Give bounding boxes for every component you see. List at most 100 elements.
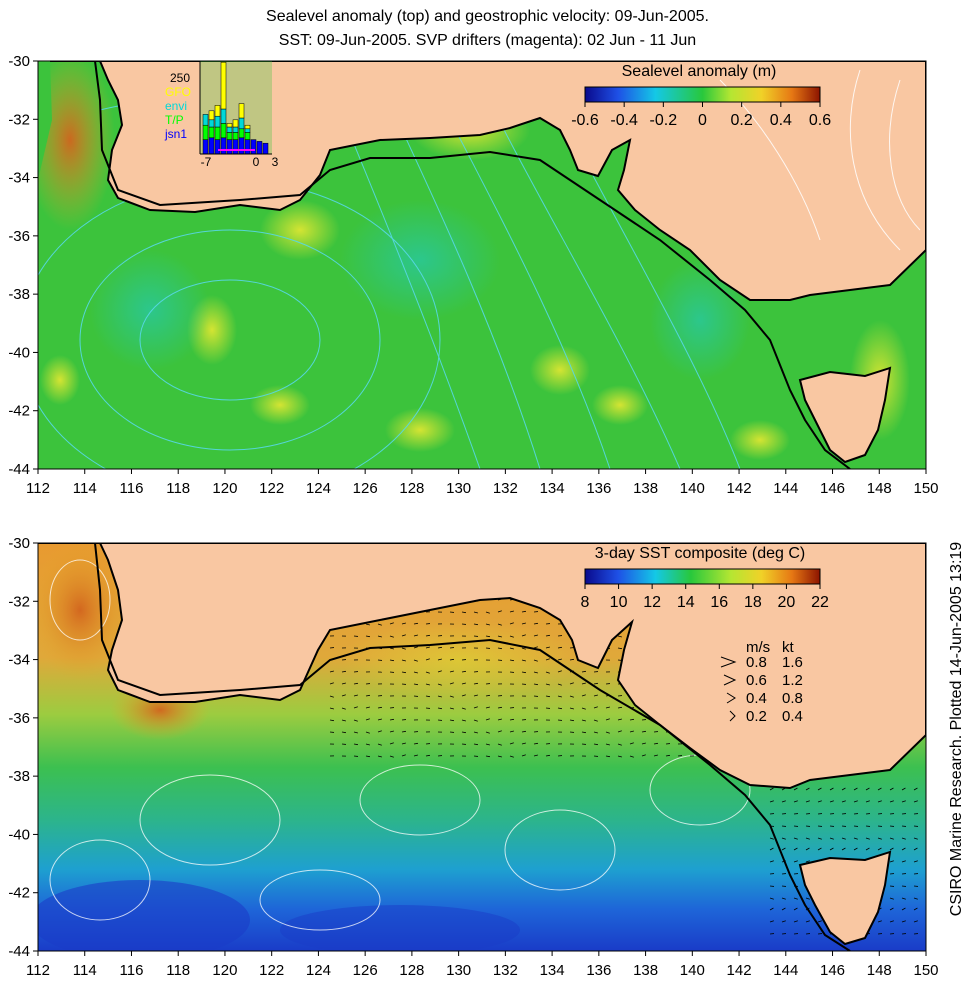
velocity-vector	[865, 800, 870, 803]
velocity-vector	[497, 635, 502, 638]
velocity-vector	[533, 634, 538, 637]
velocity-vector	[877, 837, 882, 840]
velocity-vector	[913, 800, 918, 803]
velocity-vector	[533, 622, 539, 625]
velocity-vector	[829, 800, 834, 803]
velocity-vector	[389, 730, 394, 733]
velocity-vector	[545, 671, 550, 674]
velocity-vector	[853, 800, 858, 803]
velocity-vector	[557, 670, 562, 673]
velocity-vector	[913, 897, 918, 900]
velocity-vector	[781, 897, 786, 900]
lon-tick-label: 112	[26, 962, 50, 979]
velocity-vector	[805, 897, 810, 900]
velocity-vector	[653, 742, 659, 745]
velocity-key-kt: 0.8	[782, 690, 803, 707]
velocity-key-header-kt: kt	[782, 639, 795, 656]
lat-tick-label: -44	[8, 943, 30, 960]
inset-legend-jsn1: jsn1	[164, 127, 187, 141]
velocity-vector	[485, 718, 490, 721]
velocity-vector	[841, 847, 846, 851]
velocity-vector	[829, 787, 834, 791]
velocity-vector	[365, 718, 370, 721]
velocity-vector	[769, 907, 774, 911]
inset-x-label: -7	[201, 155, 212, 169]
velocity-key-kt: 1.6	[782, 654, 803, 671]
lon-tick-label: 148	[867, 480, 892, 497]
velocity-vector	[437, 670, 442, 673]
inset-bar-envi	[238, 117, 245, 130]
lon-tick-label: 134	[540, 962, 565, 979]
velocity-vector	[901, 800, 906, 803]
velocity-vector	[913, 837, 918, 840]
velocity-vector	[389, 755, 394, 758]
lon-tick-label: 132	[493, 480, 518, 497]
velocity-vector	[365, 694, 371, 697]
lon-tick-label: 150	[913, 480, 938, 497]
velocity-vector	[617, 718, 622, 721]
credit-text: CSIRO Marine Research. Plotted 14-Jun-20…	[948, 541, 965, 917]
velocity-vector	[437, 707, 443, 710]
velocity-vector	[569, 658, 575, 661]
velocity-key-arrow	[726, 692, 736, 704]
sst-colorbar: 3-day SST composite (deg C) 8 10 12 14 16 18 2…	[581, 545, 829, 611]
velocity-vector	[533, 683, 539, 686]
australia-landmass-top	[38, 61, 926, 301]
velocity-key-arrow	[729, 710, 736, 722]
velocity-key: m/s kt 0.8 1.60.6 1.20.4 0.80.2 0.4	[720, 639, 803, 725]
inset-bar-tp	[244, 132, 251, 140]
credit-text-container: CSIRO Marine Research. Plotted 14-Jun-20…	[942, 520, 968, 950]
velocity-vector	[341, 682, 346, 685]
velocity-key-kt: 1.2	[782, 672, 803, 689]
figure-title-line-2: SST: 09-Jun-2005. SVP drifters (magenta)…	[278, 32, 697, 49]
velocity-vector	[413, 659, 418, 662]
lon-tick-label: 150	[913, 962, 938, 979]
velocity-vector	[449, 670, 454, 673]
velocity-vector	[817, 787, 822, 791]
velocity-vector	[781, 920, 786, 923]
lat-tick-label: -30	[8, 535, 30, 552]
velocity-vector	[617, 743, 622, 746]
velocity-vector	[829, 837, 834, 840]
velocity-vector	[461, 694, 466, 697]
velocity-vector	[557, 646, 563, 649]
lon-tick-label: 140	[680, 962, 705, 979]
velocity-vector	[509, 647, 514, 650]
inset-bar-envi	[244, 128, 251, 133]
sst-map: 3-day SST composite (deg C) 8 10 12 14 16 18 2…	[37, 542, 927, 952]
colorbar-tick-label: 8	[581, 594, 590, 611]
velocity-vector	[353, 682, 359, 685]
velocity-vector	[817, 837, 822, 840]
lat-tick-label: -32	[8, 111, 30, 128]
velocity-vector	[805, 800, 810, 803]
lon-tick-label: 114	[73, 962, 97, 979]
inset-bar-gfo	[220, 61, 227, 110]
velocity-vector	[401, 671, 407, 674]
velocity-vector	[521, 754, 526, 757]
colorbar-tick-label: 16	[710, 594, 728, 611]
velocity-vector	[473, 719, 478, 722]
lon-tick-label: 140	[680, 480, 705, 497]
velocity-vector	[401, 647, 406, 650]
lon-tick-label: 122	[259, 480, 284, 497]
velocity-vector	[425, 695, 431, 698]
velocity-vector	[377, 718, 382, 721]
tasmania-top	[798, 366, 892, 464]
bottom-lat-axis: -30 -32 -34 -36 -38 -40 -42 -44	[8, 535, 38, 960]
velocity-vector	[781, 847, 786, 851]
velocity-vector	[617, 755, 622, 758]
lon-tick-label: 142	[727, 480, 752, 497]
velocity-vector	[509, 622, 514, 625]
lat-tick-label: -38	[8, 286, 30, 303]
sea-level-anomaly-map: Sealevel anomaly (m) -0.6 -0.4 -0.2 0 0.2 0.4…	[37, 60, 927, 470]
inset-bar-envi	[226, 126, 233, 133]
colorbar-tick-label: 22	[811, 594, 829, 611]
velocity-vector	[389, 742, 394, 745]
velocity-vector	[497, 730, 502, 733]
velocity-vector	[593, 706, 598, 709]
velocity-vector	[581, 719, 586, 722]
velocity-vector	[793, 800, 798, 803]
velocity-vector	[521, 742, 526, 745]
velocity-vector	[545, 646, 550, 649]
inset-x-label: 3	[272, 155, 279, 169]
